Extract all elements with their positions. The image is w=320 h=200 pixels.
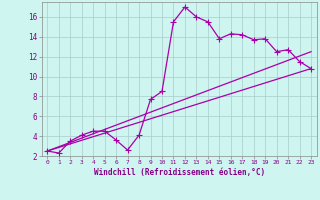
X-axis label: Windchill (Refroidissement éolien,°C): Windchill (Refroidissement éolien,°C) bbox=[94, 168, 265, 177]
